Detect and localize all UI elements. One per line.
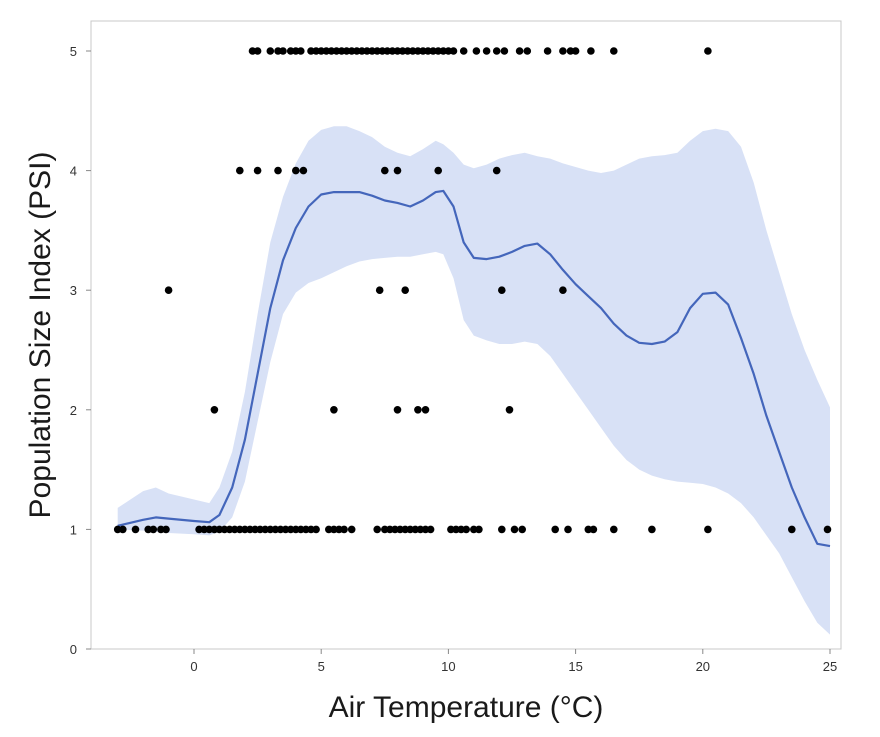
data-point xyxy=(347,525,356,534)
data-point xyxy=(340,525,348,534)
data-point xyxy=(330,406,338,414)
data-point xyxy=(498,286,506,295)
data-point xyxy=(253,166,262,175)
data-point xyxy=(492,47,501,55)
data-point xyxy=(543,47,552,55)
data-point xyxy=(164,286,173,295)
y-tick-label: 1 xyxy=(70,522,77,537)
data-point xyxy=(571,47,580,55)
x-tick-label: 15 xyxy=(568,659,582,674)
data-point xyxy=(704,47,712,55)
data-point xyxy=(492,166,501,175)
data-point xyxy=(510,525,519,534)
data-point xyxy=(253,47,262,55)
data-point xyxy=(518,525,526,534)
data-point xyxy=(162,525,170,534)
data-point xyxy=(788,525,796,534)
plot-layer xyxy=(113,47,832,635)
smoother-line xyxy=(117,189,831,548)
data-point xyxy=(401,286,410,295)
data-point xyxy=(149,525,158,534)
data-point xyxy=(648,525,656,534)
y-axis-title: Population Size Index (PSI) xyxy=(24,152,57,519)
y-tick-label: 4 xyxy=(70,164,77,179)
data-point xyxy=(559,286,567,295)
data-point xyxy=(393,166,402,175)
x-tick-label: 25 xyxy=(823,659,837,674)
y-tick-label: 0 xyxy=(70,642,77,657)
data-point xyxy=(131,525,140,534)
data-point xyxy=(299,166,308,175)
data-point xyxy=(297,47,305,55)
data-point xyxy=(500,47,509,55)
data-point xyxy=(823,525,832,534)
data-point xyxy=(210,406,219,414)
data-point xyxy=(292,166,300,175)
data-point xyxy=(559,47,567,55)
data-point xyxy=(564,525,572,534)
data-point xyxy=(589,525,598,534)
data-point xyxy=(421,406,430,414)
data-point xyxy=(610,47,618,55)
data-point xyxy=(551,525,559,534)
y-tick-label: 3 xyxy=(70,283,77,298)
confidence-band xyxy=(117,126,830,635)
data-point xyxy=(373,525,382,534)
data-point xyxy=(610,525,618,534)
y-tick-label: 5 xyxy=(70,44,77,59)
data-point xyxy=(279,47,287,55)
data-point xyxy=(475,525,483,534)
x-tick-label: 20 xyxy=(696,659,710,674)
axis-layer: 0 5 10 15 20 25 0 1 2 3 4 5 xyxy=(70,44,837,674)
data-point xyxy=(274,166,282,175)
data-point xyxy=(236,166,244,175)
data-point xyxy=(523,47,532,55)
data-point xyxy=(266,47,275,55)
data-point xyxy=(119,525,127,534)
data-point xyxy=(393,406,402,414)
data-point xyxy=(462,525,471,534)
data-point xyxy=(449,47,458,55)
data-point xyxy=(459,47,468,55)
data-point xyxy=(515,47,524,55)
data-point xyxy=(587,47,595,55)
data-point xyxy=(505,406,514,414)
data-point xyxy=(704,525,712,534)
data-point xyxy=(414,406,422,414)
data-point xyxy=(375,286,384,295)
x-axis-title: Air Temperature (°C) xyxy=(329,691,604,724)
x-tick-label: 0 xyxy=(190,659,197,674)
data-point xyxy=(312,525,320,534)
data-point xyxy=(434,166,443,175)
data-point xyxy=(381,166,389,175)
x-tick-label: 10 xyxy=(441,659,455,674)
data-point xyxy=(498,525,506,534)
data-point xyxy=(472,47,481,55)
y-tick-label: 2 xyxy=(70,403,77,418)
data-point xyxy=(482,47,491,55)
data-point xyxy=(426,525,435,534)
x-tick-label: 5 xyxy=(318,659,325,674)
